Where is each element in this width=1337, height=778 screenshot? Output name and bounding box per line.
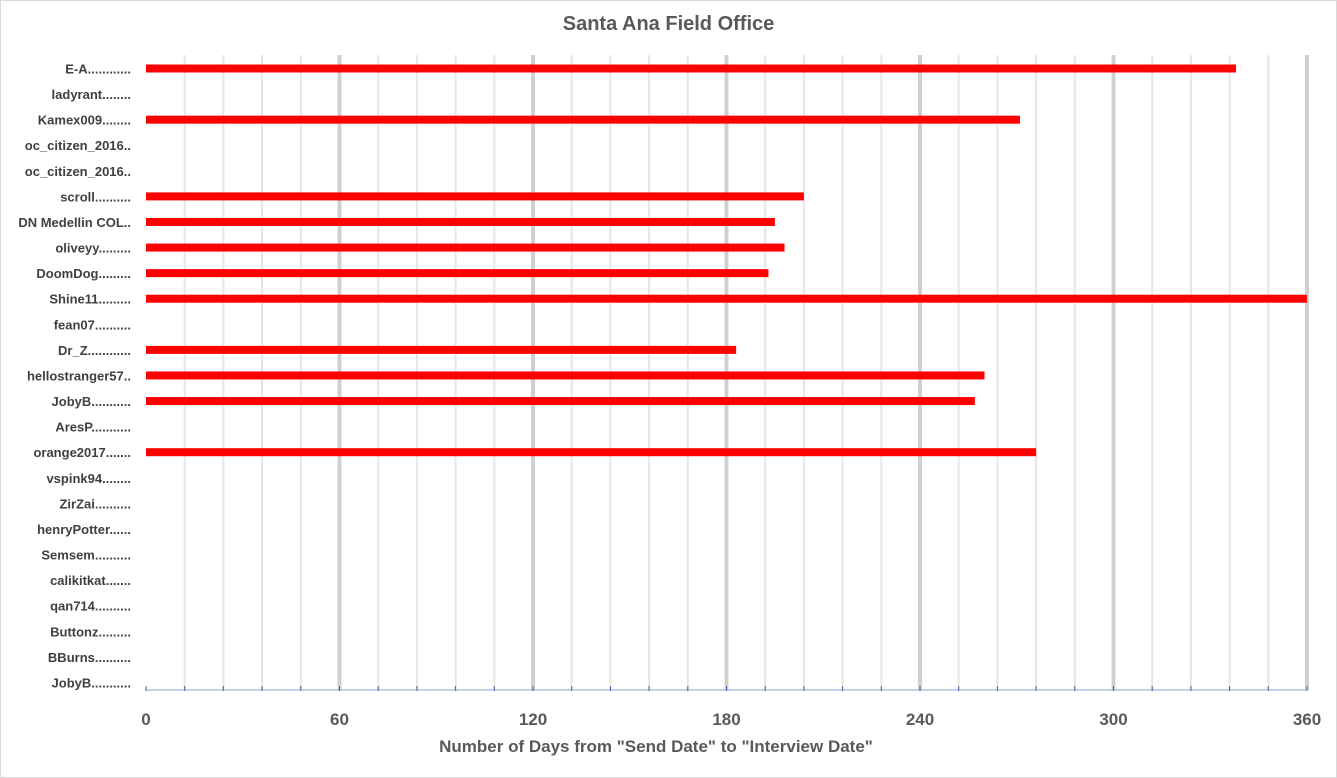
y-category-label: scroll.......... bbox=[60, 189, 131, 204]
y-category-label: oc_citizen_2016.. bbox=[25, 164, 131, 179]
y-category-label: henryPotter...... bbox=[37, 522, 131, 537]
x-tick-label: 120 bbox=[519, 710, 547, 729]
bar bbox=[146, 397, 975, 406]
bar bbox=[146, 64, 1237, 73]
bar bbox=[146, 345, 737, 354]
y-category-label: Dr_Z............ bbox=[58, 343, 131, 358]
bar bbox=[146, 243, 785, 252]
bar bbox=[146, 115, 1020, 124]
y-category-label: vspink94........ bbox=[46, 471, 131, 486]
y-category-label: Buttonz......... bbox=[50, 624, 131, 639]
y-category-label: ladyrant........ bbox=[52, 87, 131, 102]
y-category-label: Semsem.......... bbox=[41, 548, 131, 563]
y-category-label: hellostranger57.. bbox=[27, 368, 131, 383]
x-tick-label: 0 bbox=[141, 710, 150, 729]
y-category-label: oliveyy......... bbox=[55, 241, 131, 256]
y-category-label: calikitkat....... bbox=[50, 573, 131, 588]
y-category-label: JobyB........... bbox=[52, 394, 131, 409]
y-category-label: fean07.......... bbox=[54, 317, 131, 332]
y-category-label: oc_citizen_2016.. bbox=[25, 138, 131, 153]
bar bbox=[146, 371, 985, 380]
x-tick-label: 300 bbox=[1099, 710, 1127, 729]
x-tick-label: 360 bbox=[1293, 710, 1321, 729]
y-category-label: DoomDog......... bbox=[36, 266, 131, 281]
bars bbox=[146, 64, 1307, 457]
chart-title: Santa Ana Field Office bbox=[562, 13, 775, 35]
y-axis-labels: E-A............ ladyrant........ Kamex009.… bbox=[18, 62, 131, 691]
y-category-label: JobyB........... bbox=[52, 675, 131, 690]
y-category-label: ZirZai.......... bbox=[59, 496, 131, 511]
y-category-label: BBurns.......... bbox=[48, 650, 131, 665]
y-category-label: qan714.......... bbox=[50, 599, 131, 614]
y-category-label: E-A............ bbox=[65, 62, 131, 77]
y-category-label: Kamex009........ bbox=[38, 113, 131, 128]
y-category-label: AresP........... bbox=[55, 420, 131, 435]
x-axis-title: Number of Days from "Send Date" to "Inte… bbox=[439, 737, 873, 756]
bar bbox=[146, 217, 775, 226]
bar bbox=[146, 448, 1037, 457]
x-tick-label: 240 bbox=[906, 710, 934, 729]
x-tick-label: 60 bbox=[330, 710, 349, 729]
y-category-label: Shine11......... bbox=[49, 292, 131, 307]
x-axis-tick-labels: 0 60 120 180 240 300 360 bbox=[141, 710, 1321, 729]
y-category-label: DN Medellin COL.. bbox=[18, 215, 131, 230]
bar bbox=[146, 294, 1307, 303]
x-axis bbox=[145, 686, 1308, 691]
bar bbox=[146, 192, 804, 201]
y-category-label: orange2017....... bbox=[33, 445, 131, 460]
bar bbox=[146, 269, 769, 278]
x-tick-label: 180 bbox=[712, 710, 740, 729]
